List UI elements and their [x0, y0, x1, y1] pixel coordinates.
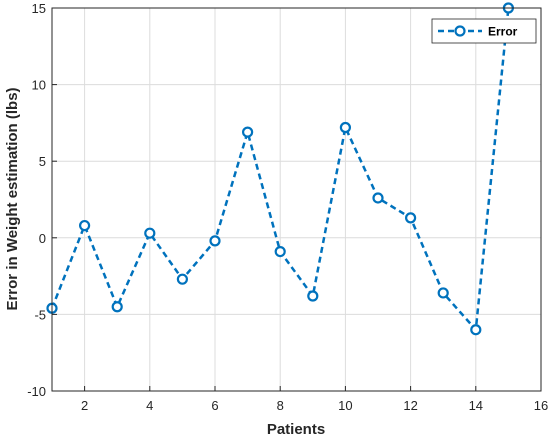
x-tick-label: 4 [146, 398, 153, 413]
y-tick-label: 15 [32, 1, 46, 16]
x-tick-label: 12 [403, 398, 417, 413]
data-point [274, 245, 286, 258]
x-tick-label: 10 [338, 398, 352, 413]
data-point [144, 227, 156, 239]
x-tick-label: 2 [81, 398, 88, 413]
plot-frame [51, 7, 542, 392]
y-tick-label: 5 [39, 154, 46, 169]
data-point [111, 301, 123, 313]
data-point [405, 212, 417, 224]
data-point [307, 290, 319, 302]
plot-area [52, 8, 541, 391]
x-tick-label: 8 [277, 398, 284, 413]
y-tick-label: -10 [27, 384, 46, 399]
axis-ticks [52, 7, 542, 392]
y-tick-label: 10 [32, 78, 46, 93]
legend: Error [431, 18, 537, 44]
x-tick-label: 6 [211, 398, 218, 413]
series-layer [46, 2, 514, 336]
data-point [209, 235, 221, 247]
legend-box [431, 18, 537, 44]
data-point [176, 273, 188, 285]
y-tick-label: -5 [34, 307, 46, 322]
x-tick-label: 14 [469, 398, 483, 413]
x-axis-label: Patients [267, 421, 325, 438]
x-tick-label: 16 [534, 398, 548, 413]
data-point [78, 219, 91, 232]
y-tick-label: 0 [39, 231, 46, 246]
data-point [372, 192, 384, 204]
data-point [437, 287, 449, 299]
legend-label: Error [488, 25, 518, 39]
data-point [339, 121, 351, 134]
y-axis-label: Error in Weight estimation (lbs) [4, 87, 21, 310]
legend-swatch-marker [454, 25, 466, 37]
data-point [470, 324, 482, 336]
data-point [242, 126, 254, 138]
tick-labels: 2 4 6 8 10 12 14 16 -10 -5 0 5 10 15 [27, 1, 548, 413]
